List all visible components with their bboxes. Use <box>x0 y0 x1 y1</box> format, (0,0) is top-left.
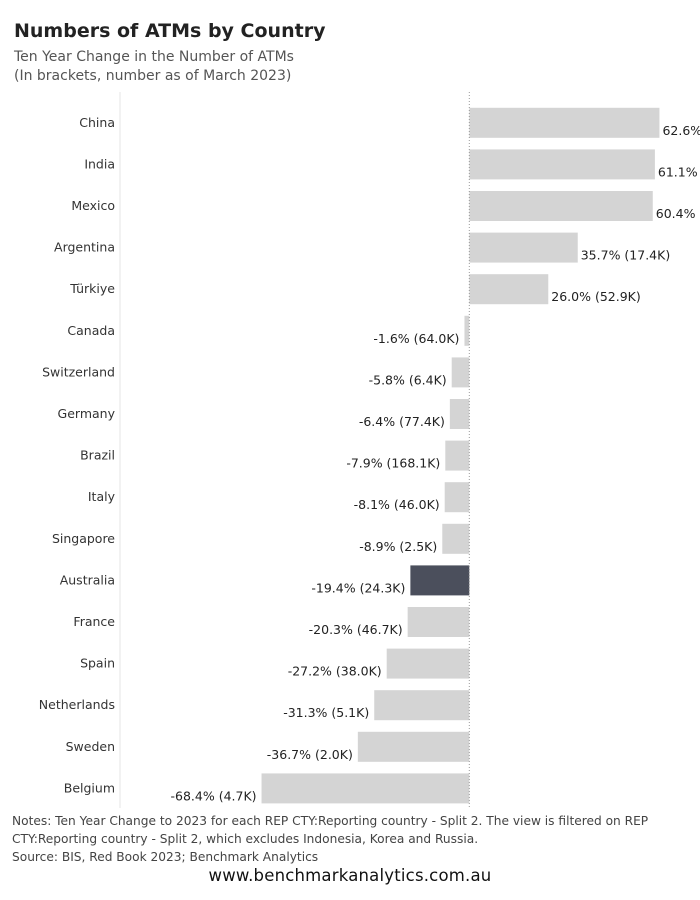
bar-singapore[interactable] <box>442 523 470 554</box>
category-label: Sweden <box>66 739 115 754</box>
category-label: India <box>84 156 115 171</box>
bar-germany[interactable] <box>449 399 470 429</box>
value-label: 62.6% (845.5K) <box>662 123 700 138</box>
source-line: Source: BIS, Red Book 2023; Benchmark An… <box>12 850 319 864</box>
bar-belgium[interactable] <box>261 773 470 804</box>
bar-canada[interactable] <box>464 315 470 346</box>
category-label: Türkiye <box>69 281 115 296</box>
value-label: -8.1% (46.0K) <box>354 497 440 512</box>
value-label: -6.4% (77.4K) <box>359 414 445 429</box>
value-label: -8.9% (2.5K) <box>359 539 437 554</box>
value-label: 35.7% (17.4K) <box>581 248 670 263</box>
atm-change-bar-chart: China 62.6% (845.5K) India 61.1% (257.9K) Me… <box>39 92 700 808</box>
value-label: -19.4% (24.3K) <box>311 580 405 595</box>
category-label: Australia <box>60 572 115 587</box>
category-label: France <box>73 614 115 629</box>
value-label: 26.0% (52.9K) <box>551 289 640 304</box>
bar-china[interactable] <box>469 107 660 138</box>
bar-argentina[interactable] <box>469 232 578 263</box>
value-label: -27.2% (38.0K) <box>288 664 382 679</box>
category-label: Belgium <box>64 780 115 795</box>
category-label: Singapore <box>52 531 115 546</box>
value-label: -7.9% (168.1K) <box>346 456 440 471</box>
bar-india[interactable] <box>469 149 655 180</box>
bar-mexico[interactable] <box>469 191 653 221</box>
category-label: Canada <box>67 323 115 338</box>
bar-australia[interactable] <box>410 565 470 596</box>
category-label: Switzerland <box>42 364 115 379</box>
value-label: -31.3% (5.1K) <box>283 705 369 720</box>
bar-netherlands[interactable] <box>374 690 470 721</box>
chart-subtitle: Ten Year Change in the Number of ATMs (I… <box>14 48 294 86</box>
value-label: 61.1% (257.9K) <box>658 164 700 179</box>
value-label: 60.4% (64.5K) <box>656 206 700 221</box>
category-label: Italy <box>88 489 116 504</box>
bar-switzerland[interactable] <box>451 357 470 388</box>
category-label: Spain <box>80 656 115 671</box>
notes-line-2: CTY:Reporting country - Split 2, which e… <box>12 832 479 846</box>
bar-t-rkiye[interactable] <box>469 274 549 305</box>
category-label: Germany <box>58 406 116 421</box>
value-label: -5.8% (6.4K) <box>369 372 447 387</box>
category-label: China <box>79 115 115 130</box>
chart-title: Numbers of ATMs by Country <box>14 20 326 42</box>
category-label: Brazil <box>80 448 115 463</box>
value-label: -68.4% (4.7K) <box>171 788 257 803</box>
bar-brazil[interactable] <box>445 440 470 471</box>
category-label: Argentina <box>54 240 115 255</box>
bar-italy[interactable] <box>444 482 470 513</box>
chart-notes: Notes: Ten Year Change to 2023 for each … <box>12 812 688 866</box>
footer-website-link[interactable]: www.benchmarkanalytics.com.au <box>208 866 492 885</box>
subtitle-line-1: Ten Year Change in the Number of ATMs <box>14 49 294 65</box>
bar-france[interactable] <box>407 607 470 637</box>
bar-spain[interactable] <box>386 648 470 679</box>
bar-sweden[interactable] <box>357 731 470 762</box>
value-label: -36.7% (2.0K) <box>267 747 353 762</box>
category-label: Netherlands <box>39 697 115 712</box>
value-label: -1.6% (64.0K) <box>373 331 459 346</box>
value-label: -20.3% (46.7K) <box>309 622 403 637</box>
category-label: Mexico <box>71 198 115 213</box>
notes-line-1: Notes: Ten Year Change to 2023 for each … <box>12 814 649 828</box>
subtitle-line-2: (In brackets, number as of March 2023) <box>14 68 292 84</box>
